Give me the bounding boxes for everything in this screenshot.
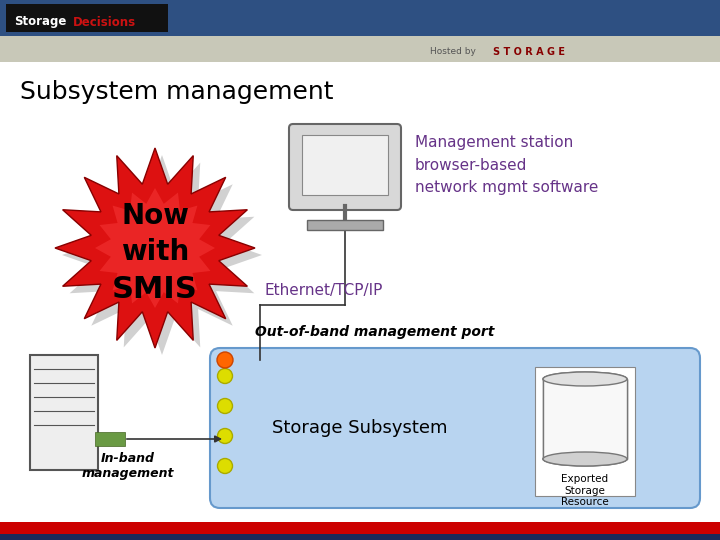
Bar xyxy=(0,534,720,540)
Text: Ethernet/TCP/IP: Ethernet/TCP/IP xyxy=(265,283,383,298)
Ellipse shape xyxy=(543,372,627,386)
FancyBboxPatch shape xyxy=(210,348,700,508)
Circle shape xyxy=(217,399,233,414)
Bar xyxy=(0,36,720,62)
Text: S T O R A G E: S T O R A G E xyxy=(493,47,565,57)
Text: Storage: Storage xyxy=(14,16,66,29)
Circle shape xyxy=(217,352,233,368)
FancyBboxPatch shape xyxy=(307,220,383,230)
Bar xyxy=(543,379,627,459)
Text: Hosted by: Hosted by xyxy=(430,48,476,57)
Bar xyxy=(0,522,720,534)
Bar xyxy=(543,379,627,459)
Ellipse shape xyxy=(543,452,627,466)
Circle shape xyxy=(217,458,233,474)
Text: SMIS: SMIS xyxy=(112,275,198,305)
Ellipse shape xyxy=(543,452,627,466)
Text: Out-of-band management port: Out-of-band management port xyxy=(255,325,495,339)
Text: with: with xyxy=(121,238,189,266)
Bar xyxy=(6,4,168,32)
Circle shape xyxy=(217,429,233,443)
Circle shape xyxy=(217,368,233,383)
Bar xyxy=(0,62,720,522)
Polygon shape xyxy=(62,155,262,355)
Text: Subsystem management: Subsystem management xyxy=(20,80,333,104)
Bar xyxy=(535,367,635,496)
Polygon shape xyxy=(55,148,255,348)
FancyBboxPatch shape xyxy=(289,124,401,210)
Bar xyxy=(0,0,720,36)
Text: In-band
management: In-band management xyxy=(82,452,174,480)
FancyBboxPatch shape xyxy=(95,432,125,446)
Text: Storage Subsystem: Storage Subsystem xyxy=(272,419,448,437)
Text: Management station
browser-based
network mgmt software: Management station browser-based network… xyxy=(415,136,598,195)
Text: Exported
Storage
Resource: Exported Storage Resource xyxy=(561,474,609,507)
Polygon shape xyxy=(95,188,215,308)
Ellipse shape xyxy=(543,372,627,386)
FancyBboxPatch shape xyxy=(302,135,388,195)
Text: Now: Now xyxy=(121,202,189,230)
Text: Decisions: Decisions xyxy=(73,16,136,29)
FancyBboxPatch shape xyxy=(30,355,98,470)
